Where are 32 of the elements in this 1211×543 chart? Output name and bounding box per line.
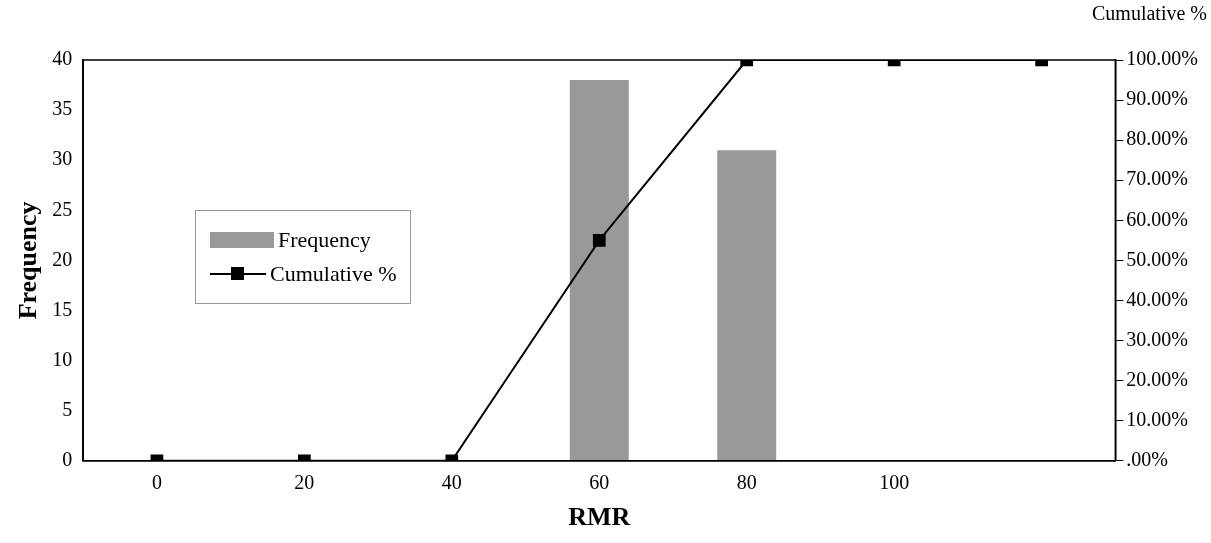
y-tick-label: 20 xyxy=(52,247,73,270)
y2-tick-label: 80.00% xyxy=(1126,127,1189,150)
y2-tick-label: 100.00% xyxy=(1126,47,1199,70)
y2-tick-label: 70.00% xyxy=(1126,167,1189,190)
y2-tick-label: 50.00% xyxy=(1126,247,1189,270)
y2-tick-label: 10.00% xyxy=(1126,407,1189,430)
y2-tick-label: 40.00% xyxy=(1126,287,1189,310)
y2-tick-label: 20.00% xyxy=(1126,367,1189,390)
x-tick-label: 60 xyxy=(589,471,610,494)
x-tick-label: 40 xyxy=(441,471,462,494)
x-axis-title: RMR xyxy=(568,502,631,532)
point xyxy=(592,234,606,247)
y2-tick-label: 30.00% xyxy=(1126,327,1189,350)
y-tick-label: 35 xyxy=(52,97,73,120)
y-tick-label: 10 xyxy=(52,347,73,370)
y2-tick-label: .00% xyxy=(1126,448,1169,471)
y-tick-label: 30 xyxy=(52,147,73,170)
legend-label: Cumulative % xyxy=(270,261,397,287)
y-tick-label: 0 xyxy=(62,448,73,471)
x-tick-label: 20 xyxy=(294,471,315,494)
x-tick-label: 80 xyxy=(736,471,757,494)
x-tick-label: 100 xyxy=(879,471,910,494)
y-tick-label: 40 xyxy=(52,47,73,70)
y-tick-label: 25 xyxy=(52,197,73,220)
y2-tick-label: 90.00% xyxy=(1126,87,1189,110)
y-axis-title: Frequency xyxy=(13,201,43,320)
y2-tick-label: 60.00% xyxy=(1126,207,1189,230)
y-tick-label: 5 xyxy=(62,397,73,420)
legend-label: Frequency xyxy=(278,227,371,253)
y-tick-label: 15 xyxy=(52,297,73,320)
x-tick-label: 0 xyxy=(151,471,162,494)
y2-axis-title: Cumulative % xyxy=(1092,2,1207,25)
